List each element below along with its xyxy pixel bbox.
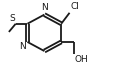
Text: N: N bbox=[41, 3, 48, 12]
Text: N: N bbox=[19, 42, 26, 51]
Text: Cl: Cl bbox=[70, 2, 79, 11]
Text: OH: OH bbox=[75, 55, 89, 64]
Text: S: S bbox=[9, 14, 15, 23]
